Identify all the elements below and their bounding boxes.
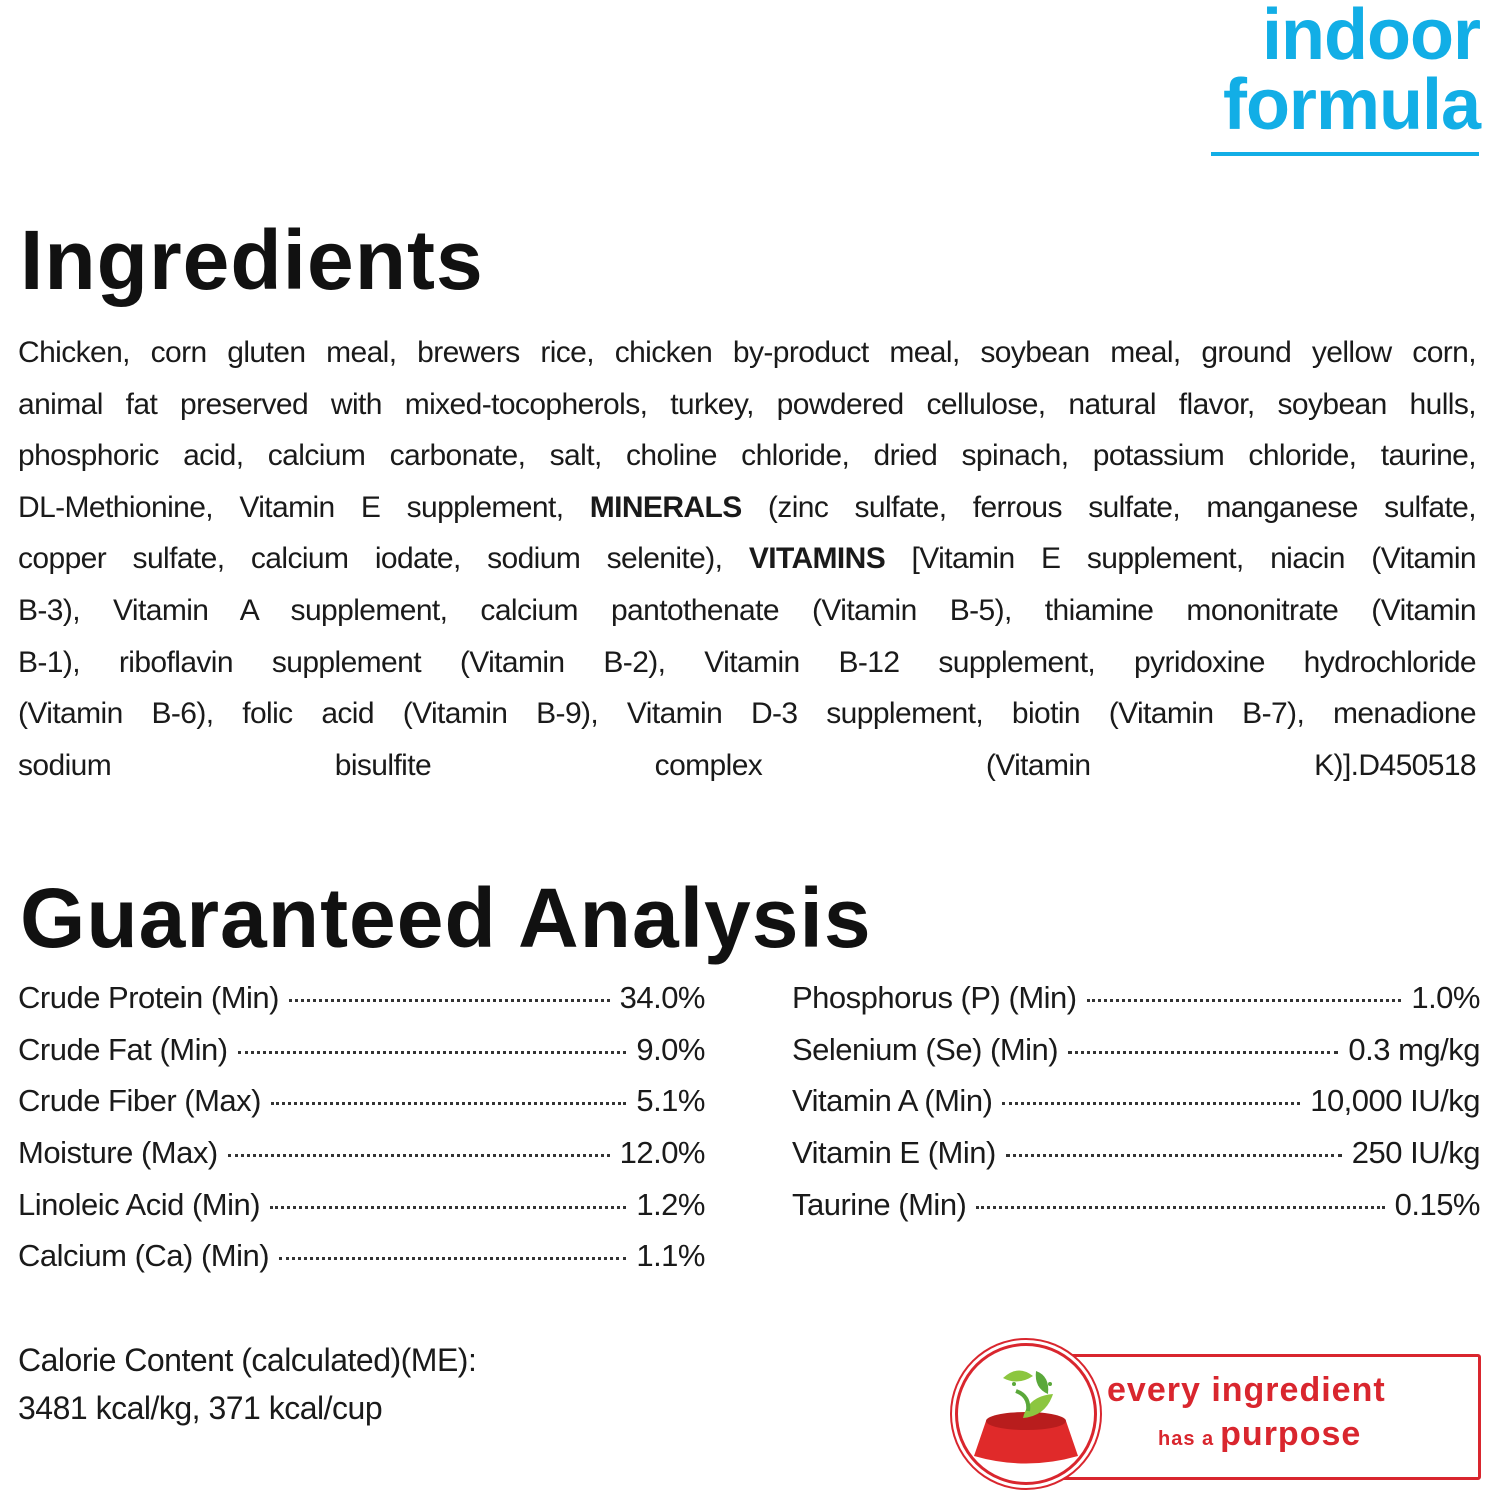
dot-leader — [288, 999, 610, 1002]
analysis-row: Crude Protein (Min) 34.0% — [18, 980, 706, 1032]
ingredients-line: copper sulfate, calcium iodate, sodium s… — [18, 533, 1477, 585]
dot-leader — [271, 1102, 627, 1106]
ingredients-text: Chicken, corn gluten meal, brewers rice,… — [18, 336, 1477, 369]
nutrient-label: Crude Fat (Min) — [18, 1031, 228, 1067]
ingredients-text: phosphoric acid, calcium carbonate, salt… — [18, 439, 1477, 473]
ingredients-text: DL-Methionine, Vitamin E supplement, — [18, 490, 590, 524]
ingredients-line: phosphoric acid, calcium carbonate, salt… — [18, 430, 1477, 482]
brand-underline — [1211, 152, 1479, 156]
ingredients-line: sodium bisulfite complex (Vitamin K)]. D4… — [18, 740, 1477, 792]
ingredients-text: (zinc sulfate, ferrous sulfate, manganes… — [741, 490, 1477, 524]
ingredients-text: animal fat preserved with mixed-tocopher… — [18, 387, 1477, 421]
dot-leader — [279, 1257, 627, 1261]
badge-text-line1: every ingredient — [1107, 1371, 1386, 1409]
ingredients-line: B-3), Vitamin A supplement, calcium pant… — [18, 585, 1477, 637]
analysis-row: Crude Fiber (Max) 5.1% — [18, 1083, 705, 1135]
analysis-left-column: Crude Protein (Min) 34.0% Crude Fat (Min) 9… — [18, 980, 706, 1290]
analysis-row: Vitamin E (Min) 250 IU/kg — [792, 1135, 1481, 1187]
analysis-row: Calcium (Ca) (Min) 1.1% — [18, 1238, 705, 1290]
dot-leader — [1002, 1102, 1301, 1106]
nutrient-value: 9.0% — [636, 1031, 705, 1067]
nutrient-value: 0.3 mg/kg — [1348, 1031, 1480, 1067]
nutrient-value: 1.0% — [1411, 980, 1480, 1015]
analysis-row: Crude Fat (Min) 9.0% — [18, 1032, 705, 1084]
nutrient-label: Taurine (Min) — [792, 1186, 967, 1222]
analysis-row: Vitamin A (Min) 10,000 IU/kg — [792, 1083, 1480, 1135]
nutrient-value: 34.0% — [619, 980, 706, 1015]
ingredients-line: (Vitamin B-6), folic acid (Vitamin B-9),… — [18, 688, 1477, 740]
dot-leader — [227, 1154, 610, 1158]
nutrient-label: Vitamin A (Min) — [792, 1083, 993, 1119]
nutrient-label: Phosphorus (P) (Min) — [792, 980, 1077, 1015]
calorie-content: Calorie Content (calculated)(ME): 3481 k… — [18, 1336, 477, 1432]
ingredients-text: B-1), riboflavin supplement (Vitamin B-2… — [18, 645, 1477, 679]
ingredients-line: Chicken, corn gluten meal, brewers rice,… — [18, 327, 1477, 379]
dot-leader — [1068, 1050, 1339, 1054]
calorie-label: Calorie Content (calculated)(ME): — [18, 1342, 477, 1378]
food-bowl-with-leaves-icon — [955, 1343, 1097, 1485]
nutrient-label: Moisture (Max) — [18, 1135, 218, 1171]
ingredients-list: Chicken, corn gluten meal, brewers rice,… — [18, 327, 1477, 792]
nutrient-label: Selenium (Se) (Min) — [792, 1031, 1059, 1067]
ingredients-text: copper sulfate, calcium iodate, sodium s… — [18, 542, 749, 576]
ingredients-text: (Vitamin B-6), folic acid (Vitamin B-9),… — [18, 697, 1477, 731]
guaranteed-analysis-heading: Guaranteed Analysis — [20, 871, 872, 965]
nutrient-label: Crude Protein (Min) — [18, 980, 279, 1015]
dot-leader — [1086, 999, 1402, 1002]
lot-code: D450518 — [1358, 748, 1476, 782]
ingredients-line: B-1), riboflavin supplement (Vitamin B-2… — [18, 637, 1477, 689]
analysis-row: Linoleic Acid (Min) 1.2% — [18, 1187, 705, 1239]
nutrient-label: Crude Fiber (Max) — [18, 1083, 262, 1119]
analysis-row: Taurine (Min) 0.15% — [792, 1186, 1481, 1239]
ingredients-line: DL-Methionine, Vitamin E supplement, MIN… — [18, 482, 1477, 534]
ingredients-heading: Ingredients — [20, 213, 484, 307]
calorie-value: 3481 kcal/kg, 371 kcal/cup — [18, 1390, 383, 1426]
dot-leader — [270, 1205, 627, 1209]
ingredient-group-label: MINERALS — [589, 490, 742, 524]
brand-title: indoor formula — [1222, 0, 1481, 145]
analysis-right-column: Phosphorus (P) (Min) 1.0% Selenium (Se) (M… — [792, 980, 1481, 1239]
ingredients-line: animal fat preserved with mixed-tocopher… — [18, 379, 1477, 431]
ingredients-text: B-3), Vitamin A supplement, calcium pant… — [18, 593, 1477, 627]
nutrient-value: 0.15% — [1394, 1186, 1481, 1222]
nutrient-value: 10,000 IU/kg — [1310, 1083, 1480, 1119]
ingredients-text: [Vitamin E supplement, niacin (Vitamin — [885, 542, 1477, 576]
analysis-row: Moisture (Max) 12.0% — [18, 1135, 706, 1187]
nutrient-value: 5.1% — [636, 1083, 705, 1119]
nutrient-label: Vitamin E (Min) — [792, 1135, 996, 1171]
ingredient-group-label: VITAMINS — [748, 542, 886, 576]
analysis-row: Selenium (Se) (Min) 0.3 mg/kg — [792, 1032, 1480, 1084]
nutrient-value: 1.1% — [636, 1238, 705, 1274]
nutrient-label: Calcium (Ca) (Min) — [18, 1238, 270, 1274]
nutrient-value: 250 IU/kg — [1351, 1135, 1481, 1171]
nutrient-value: 1.2% — [636, 1186, 705, 1222]
dot-leader — [1005, 1154, 1342, 1158]
nutrient-label: Linoleic Acid (Min) — [18, 1186, 261, 1222]
badge-text-line2: has a purpose — [1158, 1415, 1362, 1453]
dot-leader — [976, 1205, 1385, 1209]
nutrient-value: 12.0% — [619, 1135, 706, 1171]
ingredients-text: sodium bisulfite complex (Vitamin K)]. — [18, 748, 1359, 782]
every-ingredient-badge: every ingredient has a purpose — [955, 1343, 1481, 1485]
dot-leader — [237, 1050, 627, 1054]
analysis-row: Phosphorus (P) (Min) 1.0% — [792, 980, 1480, 1032]
